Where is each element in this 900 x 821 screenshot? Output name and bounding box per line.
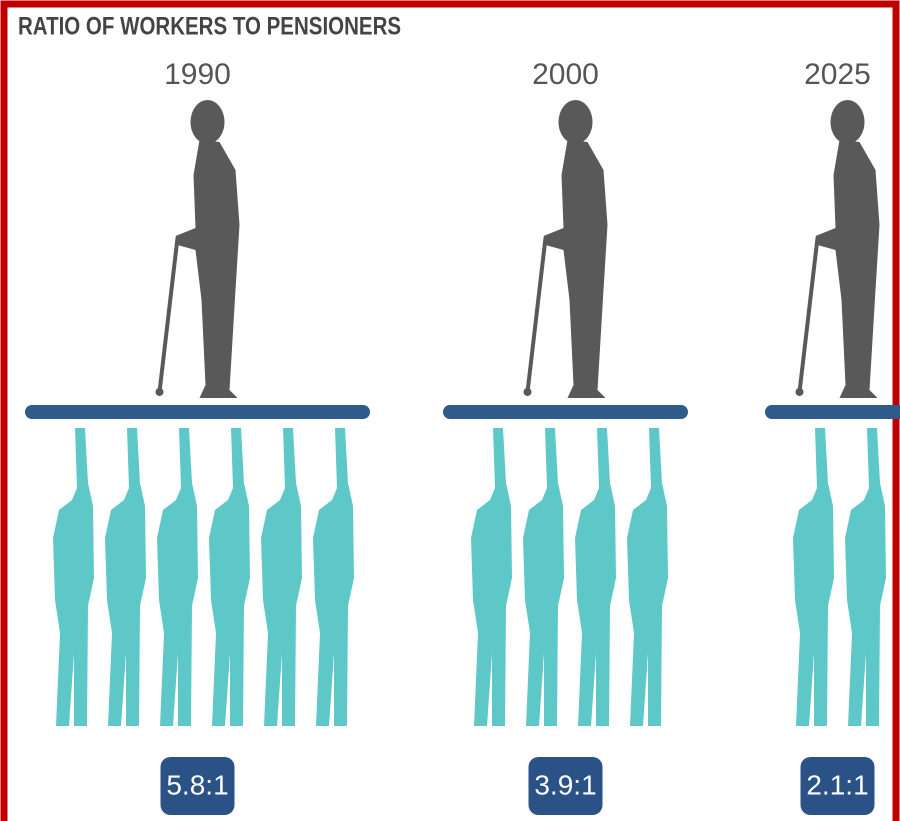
page: RATIO OF WORKERS TO PENSIONERS 1990 5.8:1… [0, 0, 900, 821]
pensioner-head [831, 100, 865, 144]
cane-tip [156, 388, 164, 396]
cane-tip [796, 388, 804, 396]
year-label: 1990 [164, 58, 231, 91]
title: RATIO OF WORKERS TO PENSIONERS [18, 12, 401, 40]
cane-tip [524, 388, 532, 396]
ratio-label: 3.9:1 [534, 769, 596, 800]
pensioner-head [191, 100, 225, 144]
year-label: 2000 [532, 58, 599, 91]
platform [25, 405, 370, 419]
infographic: RATIO OF WORKERS TO PENSIONERS 1990 5.8:1… [0, 0, 900, 821]
platform [765, 405, 900, 419]
year-label: 2025 [804, 58, 871, 91]
platform [443, 405, 688, 419]
ratio-label: 2.1:1 [806, 769, 868, 800]
ratio-label: 5.8:1 [166, 769, 228, 800]
pensioner-head [559, 100, 593, 144]
